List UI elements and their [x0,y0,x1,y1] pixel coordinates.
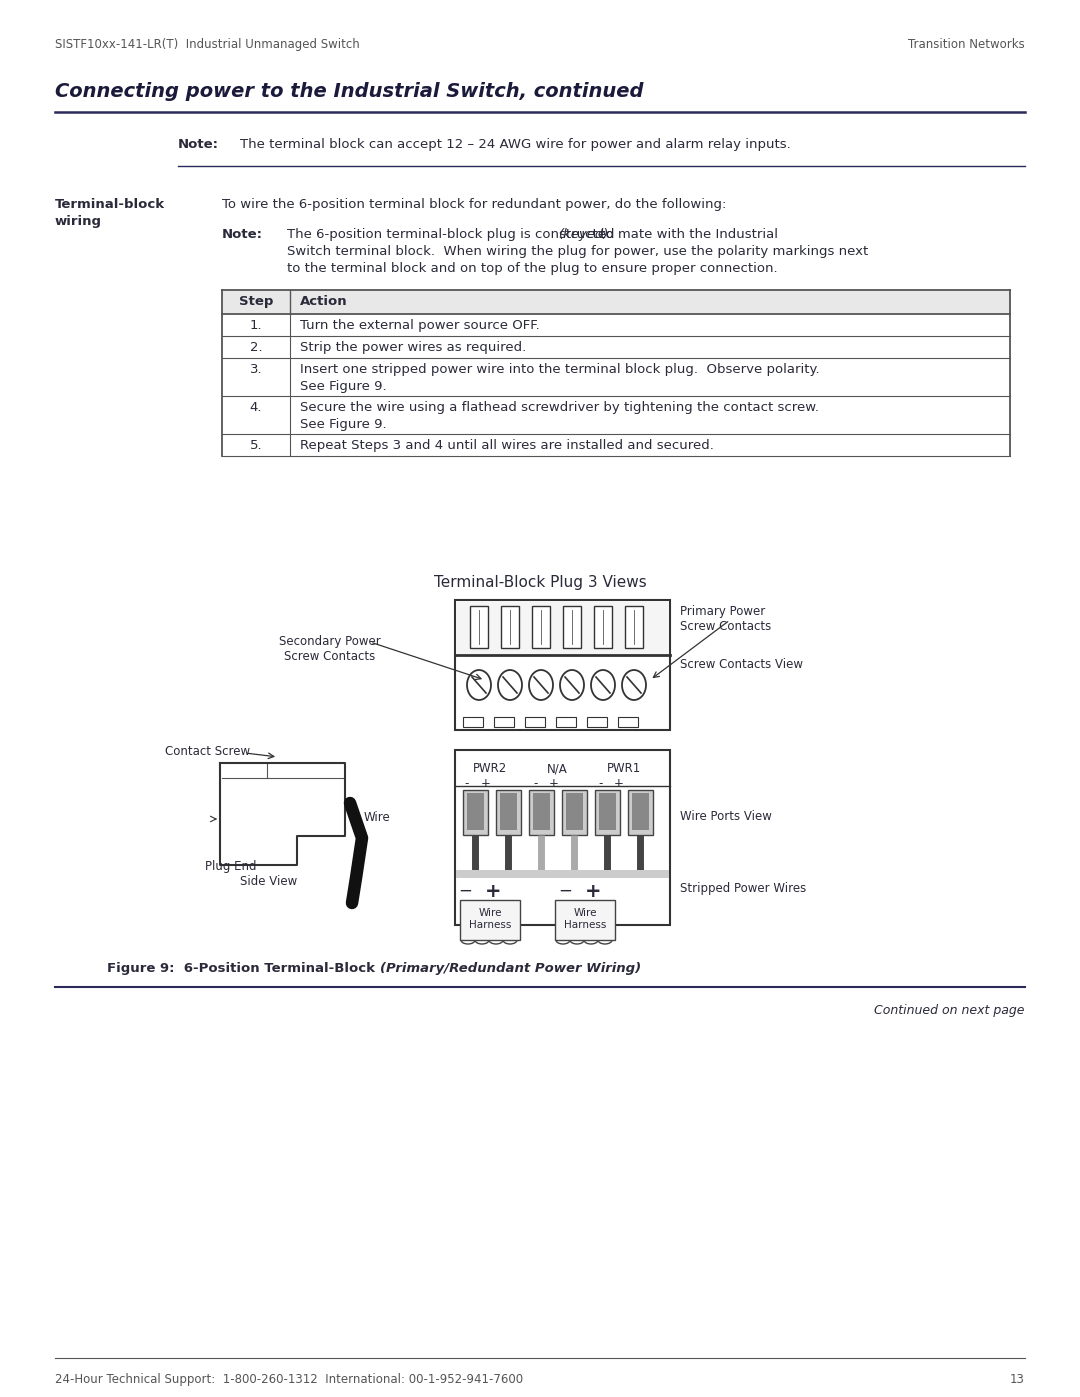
Bar [599,793,616,830]
Bar [500,793,517,830]
Bar [534,793,550,830]
Bar [556,717,576,726]
Bar [595,789,620,835]
Bar [555,900,615,940]
Ellipse shape [498,671,522,700]
Text: Action: Action [300,295,348,307]
Text: 5.: 5. [249,439,262,453]
Text: Note:: Note: [178,138,219,151]
Text: 1.: 1. [249,319,262,332]
Text: -: - [534,777,538,789]
Bar [501,606,519,648]
Text: Turn the external power source OFF.: Turn the external power source OFF. [300,319,540,332]
Text: −: − [558,882,572,900]
Text: The 6-position terminal-block plug is constructed: The 6-position terminal-block plug is co… [287,228,619,242]
Text: Figure 9:  6-Position Terminal-Block: Figure 9: 6-Position Terminal-Block [107,963,380,975]
Bar [470,606,488,648]
Bar [618,717,638,726]
Text: Strip the power wires as required.: Strip the power wires as required. [300,341,526,353]
Text: SISTF10xx-141-LR(T)  Industrial Unmanaged Switch: SISTF10xx-141-LR(T) Industrial Unmanaged… [55,38,360,52]
Text: To wire the 6-position terminal block for redundant power, do the following:: To wire the 6-position terminal block fo… [222,198,727,211]
Text: Connecting power to the Industrial Switch, continued: Connecting power to the Industrial Switc… [55,82,644,101]
Text: (Primary/Redundant Power Wiring): (Primary/Redundant Power Wiring) [380,963,642,975]
Text: Primary Power
Screw Contacts: Primary Power Screw Contacts [680,605,771,633]
Bar [566,793,583,830]
Bar [494,717,514,726]
Text: 24-Hour Technical Support:  1-800-260-1312  International: 00-1-952-941-7600: 24-Hour Technical Support: 1-800-260-131… [55,1373,523,1386]
Text: +: + [585,882,602,901]
Polygon shape [220,763,345,865]
Bar [532,606,550,648]
Text: -: - [598,777,603,789]
Text: Stripped Power Wires: Stripped Power Wires [680,882,807,895]
Bar [467,793,484,830]
Bar [525,717,545,726]
Text: Secondary Power
Screw Contacts: Secondary Power Screw Contacts [279,636,381,664]
Text: 3.: 3. [249,363,262,376]
Bar [496,789,521,835]
Text: The terminal block can accept 12 – 24 AWG wire for power and alarm relay inputs.: The terminal block can accept 12 – 24 AW… [240,138,791,151]
Ellipse shape [467,671,491,700]
Text: Plug End: Plug End [205,861,257,873]
Text: Side View: Side View [240,875,297,888]
Ellipse shape [591,671,615,700]
Bar [455,750,670,925]
Text: Insert one stripped power wire into the terminal block plug.  Observe polarity.: Insert one stripped power wire into the … [300,363,820,376]
Bar [588,717,607,726]
Text: See Figure 9.: See Figure 9. [300,380,387,393]
Bar [463,717,483,726]
Bar [460,900,519,940]
Text: wiring: wiring [55,215,102,228]
Bar [627,789,653,835]
Bar [594,606,612,648]
Text: Wire: Wire [364,812,391,824]
Text: -: - [465,777,473,789]
Ellipse shape [529,671,553,700]
Bar [625,606,643,648]
Text: Repeat Steps 3 and 4 until all wires are installed and secured.: Repeat Steps 3 and 4 until all wires are… [300,439,714,453]
Bar [632,793,649,830]
Text: Terminal-Block Plug 3 Views: Terminal-Block Plug 3 Views [434,576,646,590]
Text: +: + [481,777,491,789]
Text: +: + [485,882,501,901]
Text: Wire
Harness: Wire Harness [564,908,606,929]
Text: 2.: 2. [249,341,262,353]
Text: to the terminal block and on top of the plug to ensure proper connection.: to the terminal block and on top of the … [287,263,778,275]
Text: N/A: N/A [546,761,568,775]
Bar [463,789,488,835]
Text: Continued on next page: Continued on next page [875,1004,1025,1017]
Text: Wire Ports View: Wire Ports View [680,810,772,823]
Text: PWR1: PWR1 [607,761,642,775]
Bar [456,870,669,877]
Text: 4.: 4. [249,401,262,414]
Text: Note:: Note: [222,228,264,242]
Text: −: − [458,882,472,900]
Bar [562,789,588,835]
Text: Transition Networks: Transition Networks [908,38,1025,52]
Text: +: + [549,777,558,789]
Text: (keyed): (keyed) [559,228,609,242]
Ellipse shape [622,671,646,700]
Text: Screw Contacts View: Screw Contacts View [680,658,804,672]
Text: PWR2: PWR2 [473,761,508,775]
Text: Wire
Harness: Wire Harness [469,908,511,929]
Bar [563,606,581,648]
Text: to mate with the Industrial: to mate with the Industrial [596,228,778,242]
Text: Secure the wire using a flathead screwdriver by tightening the contact screw.: Secure the wire using a flathead screwdr… [300,401,819,414]
Bar [222,291,1010,314]
Text: Step: Step [239,295,273,307]
Text: Terminal-block: Terminal-block [55,198,165,211]
Ellipse shape [561,671,584,700]
Bar [455,599,670,731]
Text: 13: 13 [1010,1373,1025,1386]
Bar [529,789,554,835]
Text: +: + [615,777,624,789]
Bar [456,601,669,654]
Text: Switch terminal block.  When wiring the plug for power, use the polarity marking: Switch terminal block. When wiring the p… [287,244,868,258]
Text: See Figure 9.: See Figure 9. [300,418,387,432]
Text: Contact Screw: Contact Screw [165,745,251,759]
